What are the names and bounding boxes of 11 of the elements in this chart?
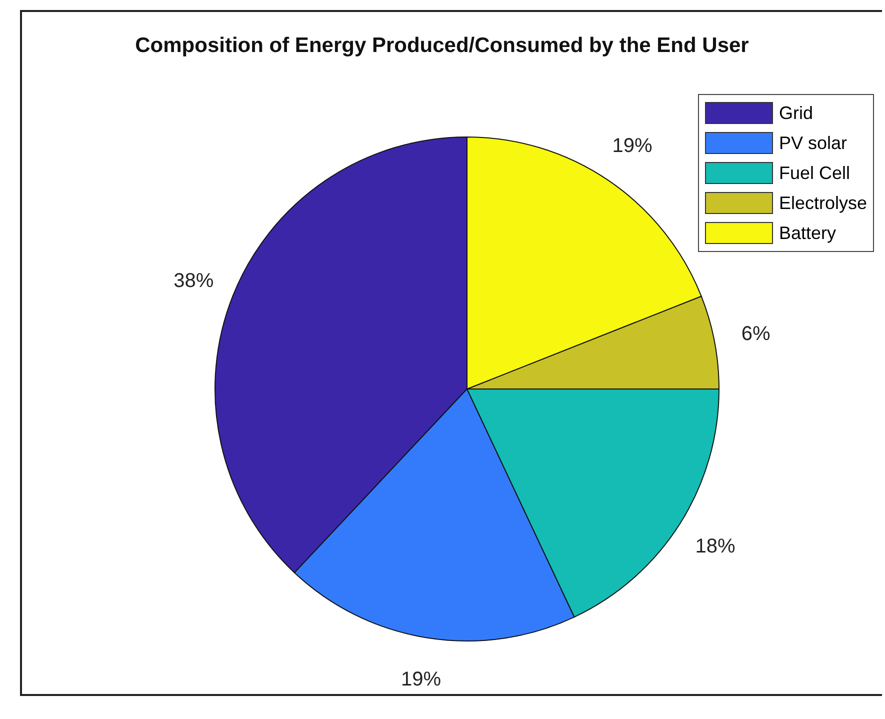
data-label: 38% [174,270,214,292]
legend-label: Grid [778,102,813,124]
legend-label: PV solar [778,132,847,154]
data-label: 19% [612,134,652,157]
legend-label: Battery [778,222,836,244]
data-label: 6% [741,322,770,345]
data-label: 19% [400,668,442,690]
legend-label: Fuel Cell [778,162,850,184]
legend-label: Electrolyse [778,192,867,214]
chart-title: Composition of Energy Produced/Consumed by the End User [134,34,750,58]
data-label: 18% [695,536,736,558]
